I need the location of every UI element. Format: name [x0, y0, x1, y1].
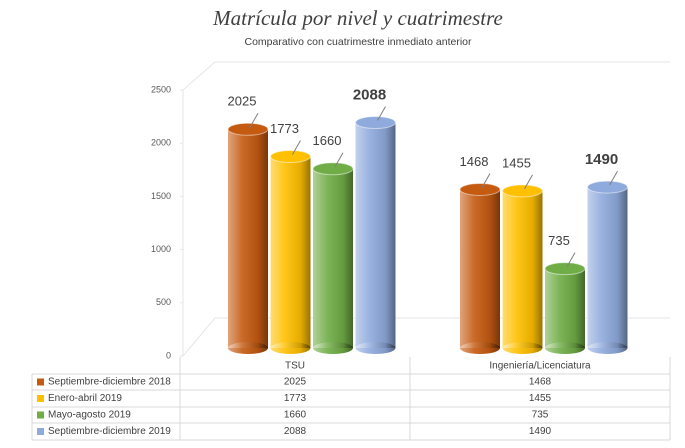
data-table [31, 357, 671, 441]
bar-shade [587, 187, 628, 348]
y-tick-label: 1500 [151, 191, 171, 201]
data-label: 2025 [228, 94, 257, 109]
bar-shade [460, 189, 500, 348]
data-label: 1773 [270, 121, 299, 136]
data-label: 1660 [313, 133, 342, 148]
y-tick-label: 2000 [151, 138, 171, 148]
legend-key [37, 395, 44, 402]
table-value: 1660 [284, 410, 307, 421]
legend-label: Septiembre-diciembre 2019 [48, 426, 171, 437]
legend-label: Enero-abril 2019 [48, 393, 122, 404]
table-value: 1773 [284, 393, 307, 404]
leader-line [609, 170, 618, 186]
legend-label: Mayo-agosto 2019 [48, 410, 131, 421]
bar-shade [545, 268, 585, 348]
leader-line [524, 174, 533, 190]
data-label: 2088 [353, 86, 386, 103]
table-value: 1490 [529, 426, 552, 437]
bar-shade [502, 190, 543, 348]
x-tick-label: Ingeniería/Licenciatura [489, 361, 591, 372]
bar-shade [355, 122, 396, 348]
table-value: 735 [532, 410, 549, 421]
x-tick-label: TSU [285, 361, 305, 372]
legend-key [37, 428, 44, 435]
y-tick-label: 0 [166, 350, 171, 360]
y-tick-label: 1000 [151, 244, 171, 254]
bar-cap [355, 115, 396, 129]
y-tick-label: 2500 [151, 84, 171, 94]
bar-cap [544, 262, 586, 276]
leader-line [292, 140, 301, 155]
bar-cap [502, 184, 543, 198]
chart-subtitle: Comparativo con cuatrimestre inmediato a… [244, 36, 472, 48]
wall-line [182, 61, 670, 91]
leader-line [249, 113, 259, 128]
chart-title: Matrícula por nivel y cuatrimestre [212, 6, 503, 30]
bar-cap [227, 122, 269, 136]
table-value: 2088 [284, 426, 307, 437]
bar-cap [312, 162, 354, 176]
bar-cap [270, 150, 311, 164]
legend-key [37, 378, 44, 386]
data-label: 735 [548, 233, 570, 248]
legend-label: Septiembre-diciembre 2018 [48, 377, 171, 388]
bar-shade [270, 156, 311, 348]
table-value: 1455 [529, 393, 552, 404]
data-label: 1468 [460, 154, 489, 169]
bar-shade [228, 129, 268, 348]
legend-key [37, 411, 44, 419]
leader-line [481, 173, 491, 188]
leader-line [334, 152, 344, 167]
data-label: 1455 [502, 155, 531, 170]
data-label: 1490 [585, 151, 618, 168]
y-tick-label: 500 [156, 297, 171, 307]
bar-shade [313, 168, 353, 348]
table-value: 1468 [529, 377, 552, 388]
bar-cap [587, 180, 628, 194]
leader-line [566, 252, 576, 267]
leader-line [377, 106, 386, 121]
table-value: 2025 [284, 377, 307, 388]
bar-cap [459, 182, 501, 196]
